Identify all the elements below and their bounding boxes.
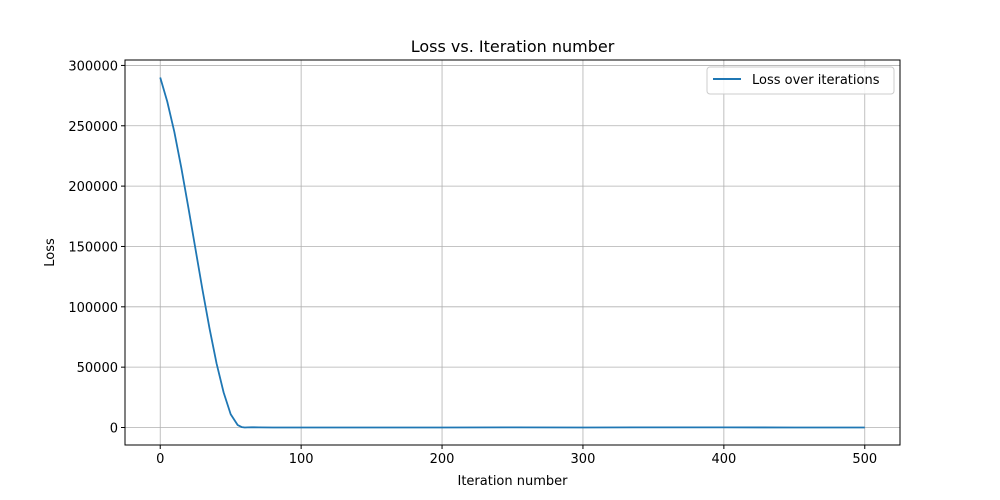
x-axis-label: Iteration number [457, 474, 568, 489]
y-tick-label: 250000 [68, 120, 118, 135]
y-axis-label: Loss [43, 238, 58, 267]
plot-frame [124, 59, 901, 446]
y-tick-label: 0 [110, 422, 118, 437]
series-line [159, 77, 865, 429]
legend-box [706, 66, 895, 95]
series-lines [159, 77, 865, 429]
x-tick-label: 100 [289, 452, 314, 467]
x-tick-label: 300 [571, 452, 596, 467]
x-tick-label: 500 [852, 452, 877, 467]
y-tick-label: 100000 [68, 301, 118, 316]
y-tick-label: 300000 [68, 59, 118, 74]
x-tick-label: 200 [430, 452, 455, 467]
y-tick-label: 200000 [68, 180, 118, 195]
y-tick-label: 150000 [68, 240, 118, 255]
legend-label: Loss over iterations [752, 73, 880, 88]
chart-title: Loss vs. Iteration number [411, 37, 615, 56]
x-tick-label: 400 [711, 452, 736, 467]
ticks: 0 100 200 300 400 500 0 50000 100000 150000 200000… [68, 59, 877, 467]
x-tick-label: 0 [156, 452, 164, 467]
y-tick-label: 50000 [77, 361, 118, 376]
legend: Loss over iterations [706, 66, 895, 95]
